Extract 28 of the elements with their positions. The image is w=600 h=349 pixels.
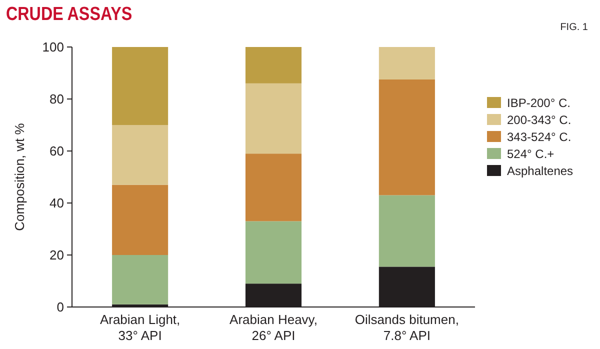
bar (245, 83, 302, 154)
y-axis-title: Composition, wt % (12, 122, 27, 231)
bar (378, 195, 435, 267)
caption: FIG. 1 (560, 22, 588, 33)
y-tick-label: 60 (50, 144, 64, 159)
x-tick-label: Oilsands bitumen, 7.8° API (354, 312, 459, 343)
bar (378, 80, 435, 196)
legend-label: 524° C.+ (507, 147, 554, 162)
legend-label: IBP-200° C. (507, 96, 570, 110)
x-tick-label: Arabian Heavy, 26° API (230, 312, 318, 343)
y-tick-label: 20 (50, 248, 64, 263)
y-tick-label: 80 (50, 92, 64, 107)
legend-label: 200-343° C. (507, 113, 572, 128)
legend-label: Asphaltenes (507, 164, 574, 178)
y-tick-label: 100 (42, 40, 64, 55)
bar (245, 221, 302, 284)
bar (112, 47, 168, 125)
x-tick-label: Arabian Light, 33° API (100, 312, 180, 343)
y-tick-label: 0 (56, 300, 64, 315)
bar (112, 125, 168, 185)
bar (245, 154, 302, 222)
legend-label: 343-524° C. (507, 130, 572, 144)
bar (112, 184, 168, 255)
chart-title: CRUDE ASSAYS (6, 2, 132, 24)
bar (378, 47, 435, 80)
bar (245, 47, 302, 84)
y-tick-label: 40 (50, 196, 64, 211)
bar (112, 255, 168, 304)
